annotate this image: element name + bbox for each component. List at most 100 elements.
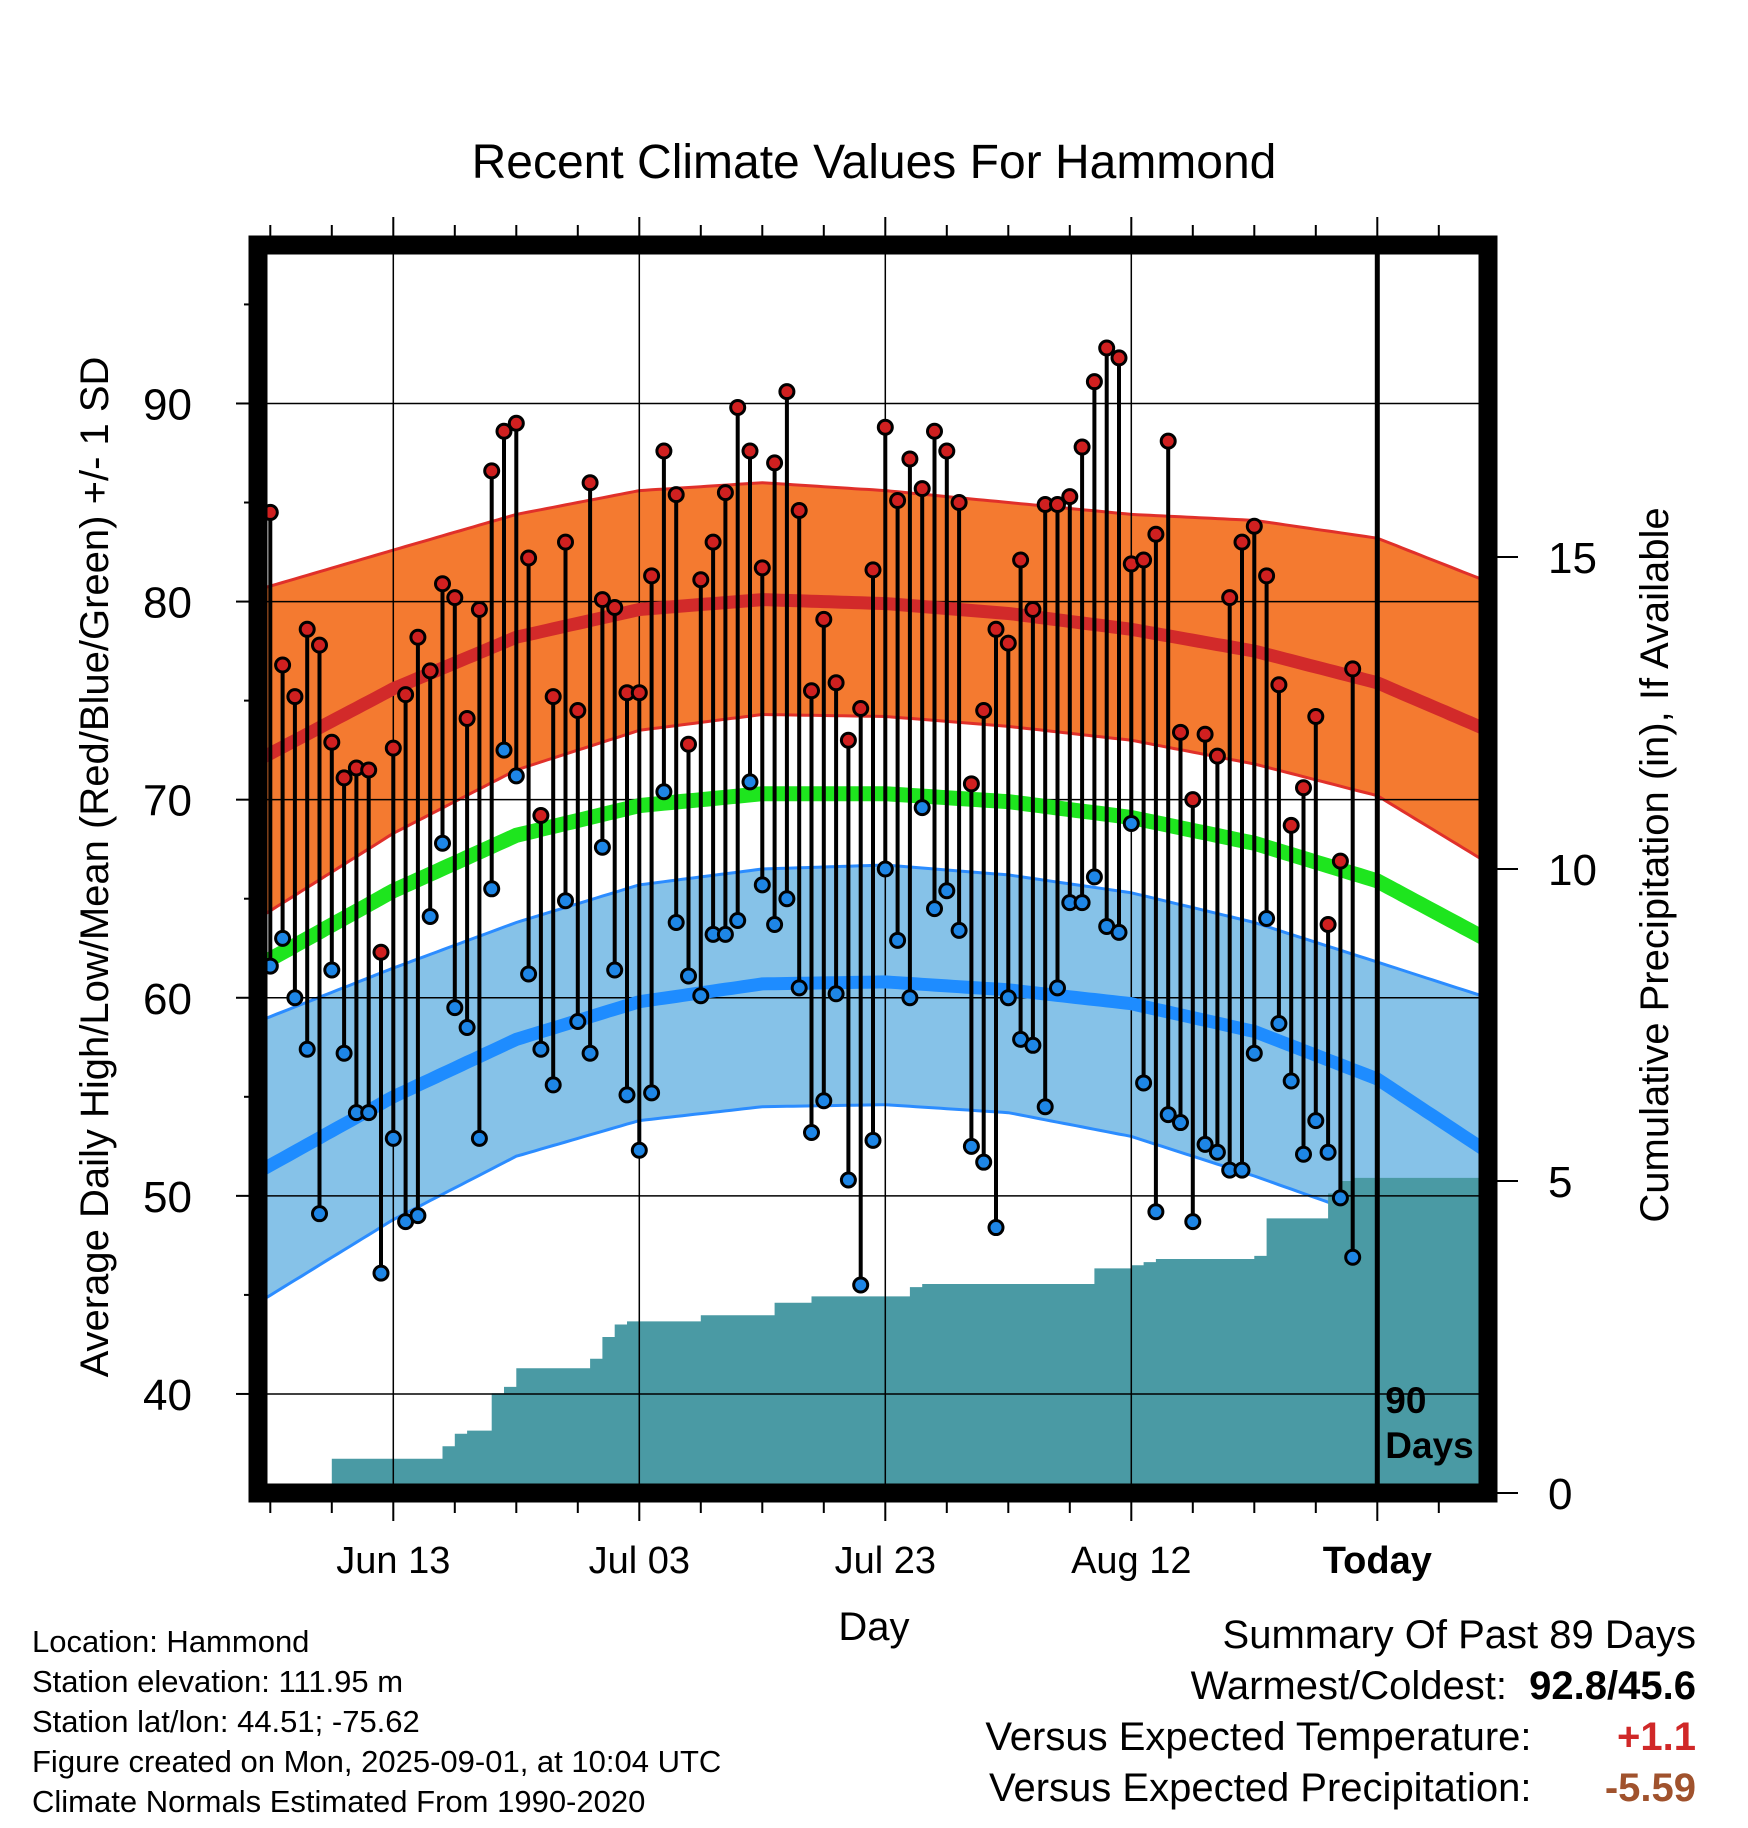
daily-low-point — [839, 1171, 857, 1189]
daily-high-point — [667, 486, 685, 504]
daily-low-point — [544, 1076, 562, 1094]
daily-high-point — [1172, 723, 1189, 741]
daily-high-point — [569, 702, 587, 720]
x-tick-label: Jul 03 — [589, 1540, 690, 1582]
high-upper-edge — [258, 481, 1488, 592]
daily-high-point — [864, 561, 882, 579]
daily-high-point — [999, 634, 1017, 652]
daily-low-point — [470, 1129, 488, 1147]
daily-low-point — [901, 989, 919, 1007]
daily-high-point — [323, 733, 341, 751]
daily-low-point — [409, 1207, 427, 1225]
daily-low-point — [421, 908, 439, 926]
daily-high-point — [384, 739, 402, 757]
daily-high-point — [901, 450, 919, 468]
daily-low-point — [1295, 1145, 1312, 1163]
daily-low-point — [667, 913, 685, 931]
daily-high-point — [692, 571, 710, 589]
daily-low-point — [458, 1018, 476, 1036]
daily-high-point — [1233, 533, 1251, 551]
daily-low-point — [360, 1104, 378, 1122]
daily-low-point — [630, 1141, 648, 1159]
daily-low-point — [569, 1013, 587, 1031]
daily-low-point — [1282, 1072, 1300, 1090]
daily-high-point — [643, 567, 661, 585]
daily-low-point — [1049, 979, 1066, 997]
daily-low-point — [950, 921, 968, 939]
daily-low-point — [446, 999, 464, 1017]
daily-low-point — [1073, 894, 1091, 912]
daily-high-point — [790, 501, 808, 519]
y-tick-label: 50 — [143, 1173, 192, 1222]
daily-high-point — [372, 943, 390, 961]
daily-high-point — [766, 454, 784, 472]
station-info-panel: Location: Hammond Station elevation: 111… — [32, 1622, 832, 1822]
daily-high-point — [704, 533, 722, 551]
daily-high-point — [593, 591, 611, 609]
daily-high-point — [606, 599, 624, 617]
daily-low-point — [827, 985, 845, 1003]
precip-anomaly-row: Versus Expected Precipitation: -5.59 — [796, 1763, 1696, 1814]
daily-high-point — [421, 662, 439, 680]
daily-high-point — [680, 735, 697, 753]
daily-high-point — [1135, 551, 1153, 569]
precipitation-area — [258, 1177, 1488, 1493]
daily-high-point — [581, 474, 599, 492]
y-tick-label: 80 — [143, 579, 192, 628]
daily-low-point — [1110, 923, 1128, 941]
daily-low-point — [655, 783, 673, 801]
daily-high-point — [532, 807, 550, 825]
plot-frame — [248, 235, 1498, 1503]
daily-low-point — [1245, 1044, 1263, 1062]
daily-low-point — [1184, 1213, 1202, 1231]
y2-tick-label: 15 — [1548, 534, 1597, 583]
daily-high-point — [1012, 551, 1030, 569]
daily-high-point — [741, 442, 759, 460]
daily-high-point — [1024, 600, 1042, 618]
daily-high-point — [1110, 349, 1128, 367]
daily-high-point — [274, 656, 292, 674]
daily-high-point — [815, 610, 833, 628]
daily-high-point — [630, 684, 648, 702]
summary-title: Summary Of Past 89 Days — [1222, 1613, 1696, 1657]
daily-high-point — [655, 442, 673, 460]
temp-anomaly-value: +1.1 — [1617, 1715, 1696, 1759]
daily-low-point — [913, 799, 931, 817]
daily-high-point — [520, 549, 538, 567]
daily-high-point — [1098, 339, 1116, 357]
daily-high-point — [409, 628, 427, 646]
daily-low-point — [692, 987, 710, 1005]
x-tick-label: Today — [1323, 1540, 1432, 1582]
daily-low-point — [1208, 1143, 1226, 1161]
temp-anomaly-label: Versus Expected Temperature: — [985, 1715, 1532, 1759]
daily-low-point — [384, 1129, 402, 1147]
daily-high-point — [889, 492, 907, 510]
daily-high-point — [286, 688, 304, 706]
x-axis-title: Day — [838, 1605, 909, 1649]
daily-high-point — [913, 480, 931, 498]
daily-high-point — [1184, 791, 1202, 809]
daily-high-point — [827, 674, 845, 692]
daily-high-point — [950, 494, 968, 512]
y-axis-title: Average Daily High/Low/Mean (Red/Blue/Gr… — [73, 357, 117, 1378]
daily-low-point — [335, 1044, 353, 1062]
daily-high-point — [876, 418, 894, 436]
elevation-text: Station elevation: 111.95 m — [32, 1664, 404, 1699]
daily-high-point — [1049, 496, 1066, 514]
daily-low-point — [581, 1044, 599, 1062]
daily-high-point — [1258, 567, 1276, 585]
daily-low-point — [1307, 1112, 1325, 1130]
daily-low-point — [938, 882, 956, 900]
warm-cold-label: Warmest/Coldest: — [1190, 1664, 1507, 1708]
daily-high-point — [716, 484, 734, 502]
summary-panel: Summary Of Past 89 Days Warmest/Coldest:… — [796, 1610, 1696, 1814]
daily-high-point — [1196, 725, 1214, 743]
daily-low-point — [852, 1276, 870, 1294]
daily-low-point — [1233, 1161, 1251, 1179]
daily-low-point — [1172, 1114, 1189, 1132]
daily-high-point — [335, 769, 353, 787]
daily-high-point — [1270, 676, 1288, 694]
daily-high-point — [458, 709, 476, 727]
daily-low-point — [532, 1040, 550, 1058]
